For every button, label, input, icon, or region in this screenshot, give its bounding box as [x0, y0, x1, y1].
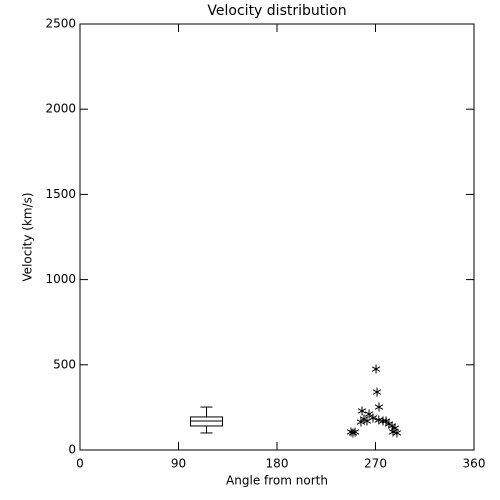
point [374, 415, 383, 425]
x-tick-label: 180 [266, 457, 289, 471]
chart-title: Velocity distribution [207, 3, 346, 19]
y-axis-label: Velocity (km/s) [21, 192, 35, 281]
point [390, 423, 400, 433]
point [357, 406, 367, 416]
point [374, 402, 384, 412]
y-tick-label: 1000 [45, 272, 76, 286]
point [356, 417, 366, 427]
y-tick-label: 2500 [45, 17, 76, 31]
y-tick-label: 2000 [45, 102, 76, 116]
x-tick-label: 90 [171, 457, 186, 471]
x-tick-label: 0 [76, 457, 84, 471]
x-tick-label: 270 [364, 457, 387, 471]
y-tick-label: 500 [53, 357, 76, 371]
plot-frame [79, 23, 475, 451]
x-axis-label: Angle from north [226, 474, 328, 488]
x-tick-label: 360 [463, 457, 486, 471]
y-tick-label: 1500 [45, 187, 76, 201]
point [371, 364, 381, 374]
point [348, 428, 358, 438]
point [364, 409, 374, 419]
y-tick-label: 0 [68, 443, 76, 457]
point [392, 428, 402, 438]
point [372, 387, 382, 397]
